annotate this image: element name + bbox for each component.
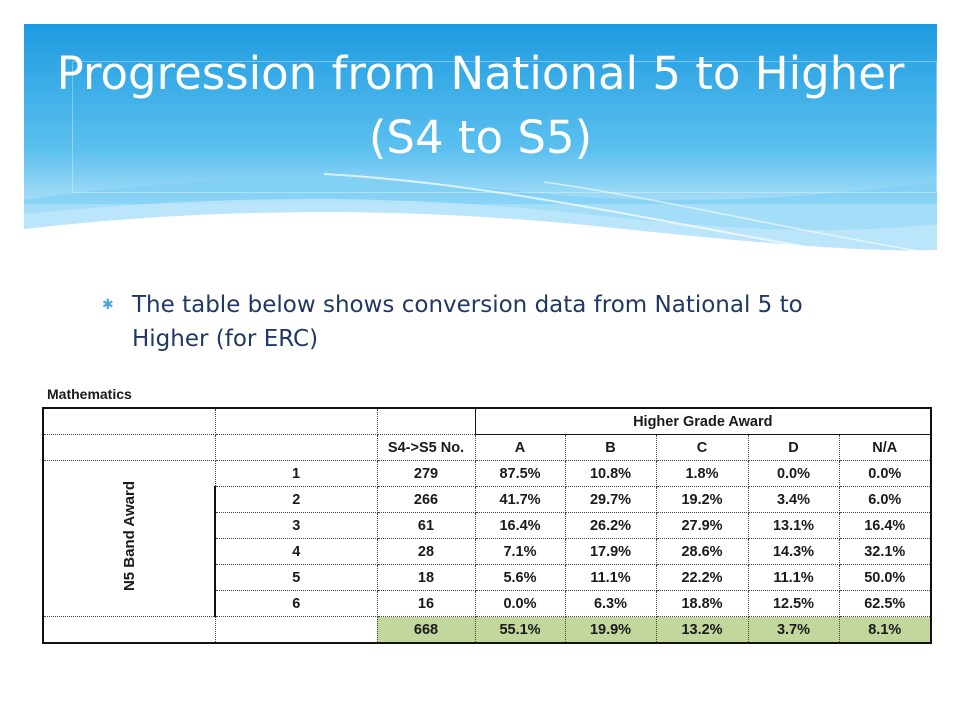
total-value-cell: 13.2% [655,616,749,644]
value-cell: 6.3% [564,590,657,617]
value-cell: 10.8% [564,460,657,487]
count-cell: 279 [376,460,476,487]
empty-cell [214,407,378,435]
value-cell: 32.1% [838,538,933,565]
band-cell: 3 [214,512,378,539]
table-row: N5 Band Award 1 279 87.5% 10.8% 1.8% 0.0… [42,460,933,617]
empty-cell [42,616,216,644]
value-cell: 16.4% [474,512,566,539]
n5-band-award-text: N5 Band Award [120,481,138,592]
value-cell: 19.2% [655,486,749,513]
empty-cell [214,434,378,461]
bullet-text: The table below shows conversion data fr… [132,292,803,352]
value-cell: 5.6% [474,564,566,591]
value-cell: 14.3% [747,538,840,565]
value-cell: 28.6% [655,538,749,565]
band-cell: 5 [214,564,378,591]
value-cell: 12.5% [747,590,840,617]
value-cell: 16.4% [838,512,933,539]
column-header: B [564,434,657,461]
value-cell: 3.4% [747,486,840,513]
value-cell: 29.7% [564,486,657,513]
table-row: 2 266 41.7% 29.7% 19.2% 3.4% 6.0% [43,486,933,513]
band-cell: 4 [214,538,378,565]
title-frame [72,61,937,193]
column-header: D [747,434,840,461]
value-cell: 1.8% [655,460,749,487]
band-cell: 6 [214,590,378,617]
value-cell: 17.9% [564,538,657,565]
value-cell: 11.1% [747,564,840,591]
value-cell: 18.8% [655,590,749,617]
table-row: 4 28 7.1% 17.9% 28.6% 14.3% 32.1% [43,538,933,565]
bullet-list: ✱ The table below shows conversion data … [102,288,866,356]
band-cell: 2 [214,486,378,513]
title-banner: Progression from National 5 to Higher (S… [24,24,937,274]
value-cell: 0.0% [838,460,933,487]
table-header-row-2: S4->S5 No. A B C D N/A [42,434,933,461]
page-title: Progression from National 5 to Higher (S… [24,38,937,170]
table-total-row: 668 55.1% 19.9% 13.2% 3.7% 8.1% [42,616,933,644]
total-value-cell: 55.1% [474,616,566,644]
value-cell: 27.9% [655,512,749,539]
value-cell: 62.5% [838,590,933,617]
table-subject-label: Mathematics [47,386,132,402]
value-cell: 0.0% [747,460,840,487]
empty-cell [42,407,216,435]
column-header: C [655,434,749,461]
value-cell: 26.2% [564,512,657,539]
value-cell: 6.0% [838,486,933,513]
value-cell: 87.5% [474,460,566,487]
value-cell: 22.2% [655,564,749,591]
column-header: A [474,434,566,461]
count-cell: 18 [376,564,476,591]
empty-cell [376,407,476,435]
count-cell: 28 [376,538,476,565]
count-cell: 266 [376,486,476,513]
page-title-text: Progression from National 5 to Higher (S… [56,47,905,164]
value-cell: 13.1% [747,512,840,539]
total-value-cell: 3.7% [747,616,840,644]
higher-grade-award-header: Higher Grade Award [474,407,933,435]
table-row: 5 18 5.6% 11.1% 22.2% 11.1% 50.0% [43,564,933,591]
empty-cell [42,434,216,461]
empty-cell [214,616,378,644]
bullet-asterisk-icon: ✱ [102,297,114,313]
n5-band-award-label: N5 Band Award [42,460,216,617]
table-row: 3 61 16.4% 26.2% 27.9% 13.1% 16.4% [43,512,933,539]
banner-wave-graphic [24,24,937,274]
count-cell: 61 [376,512,476,539]
column-header: N/A [838,434,933,461]
count-cell: 16 [376,590,476,617]
value-cell: 7.1% [474,538,566,565]
value-cell: 41.7% [474,486,566,513]
value-cell: 0.0% [474,590,566,617]
total-count-cell: 668 [376,616,476,644]
total-value-cell: 8.1% [838,616,933,644]
value-cell: 50.0% [838,564,933,591]
column-header: S4->S5 No. [376,434,476,461]
band-cell: 1 [214,460,378,487]
total-value-cell: 19.9% [564,616,657,644]
value-cell: 11.1% [564,564,657,591]
conversion-table: Higher Grade Award S4->S5 No. A B C D N/… [42,407,933,644]
table-header-row-1: Higher Grade Award [42,407,933,435]
table-row: 6 16 0.0% 6.3% 18.8% 12.5% 62.5% [43,590,933,617]
